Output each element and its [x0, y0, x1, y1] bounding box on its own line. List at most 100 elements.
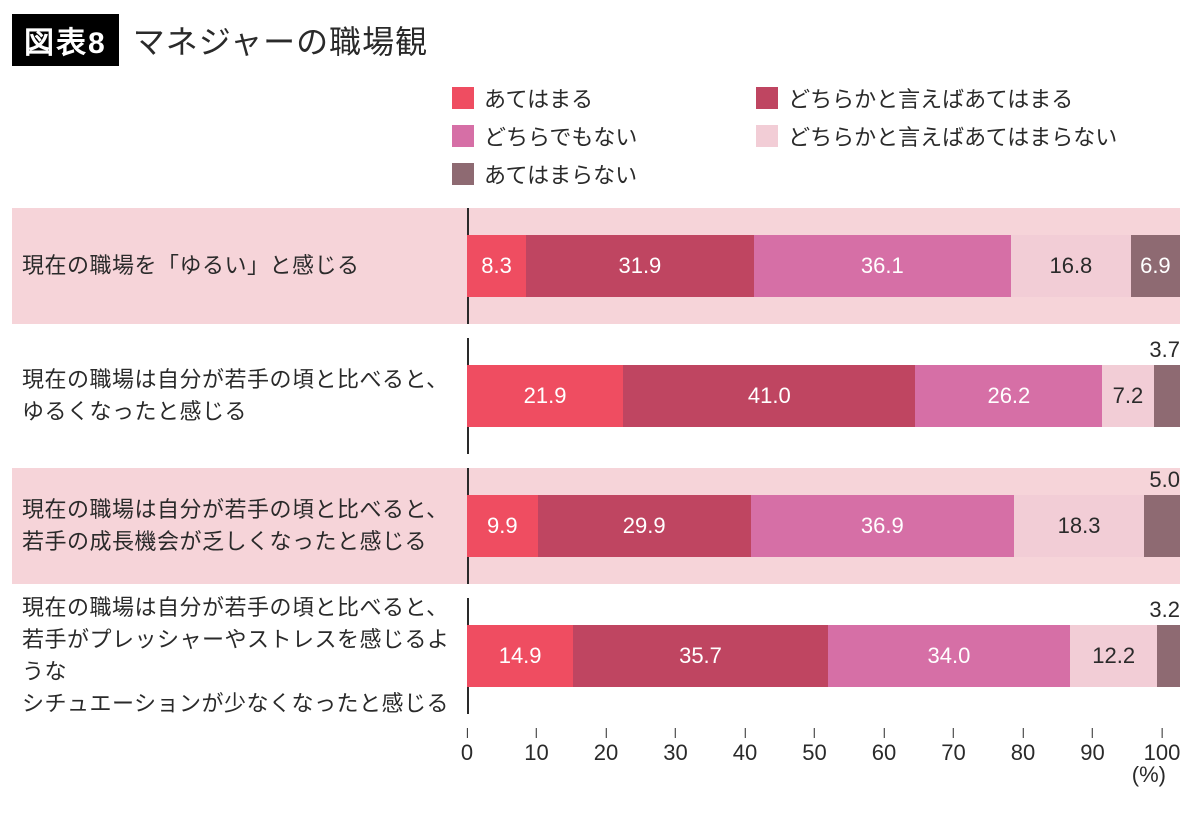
legend-label: あてはまらない [484, 158, 637, 190]
tick-mark [814, 728, 815, 738]
axis-tick: 0 [461, 728, 473, 766]
row-label: 現在の職場は自分が若手の頃と比べると、若手がプレッシャーやストレスを感じるような… [12, 598, 467, 714]
tick-label: 40 [733, 740, 757, 766]
chart-row: 現在の職場は自分が若手の頃と比べると、若手がプレッシャーやストレスを感じるような… [12, 598, 1180, 714]
bar-segment-s2: 29.9 [538, 495, 751, 557]
axis-tick: 80 [1011, 728, 1035, 766]
tick-label: 10 [524, 740, 548, 766]
tick-label: 100 [1144, 740, 1181, 766]
tick-label: 50 [802, 740, 826, 766]
tick-label: 80 [1011, 740, 1035, 766]
legend-label: どちらかと言えばあてはまらない [788, 120, 1117, 152]
bar-segment-s4: 12.2 [1070, 625, 1157, 687]
bar-segment-s5 [1157, 625, 1180, 687]
chart-row: 現在の職場は自分が若手の頃と比べると、ゆるくなったと感じる21.941.026.… [12, 338, 1180, 454]
axis-tick: 40 [733, 728, 757, 766]
legend: あてはまる どちらかと言えばあてはまるどちらでもない どちらかと言えばあてはまらない… [452, 82, 1180, 190]
bar-segment-s3: 36.1 [754, 235, 1011, 297]
row-label: 現在の職場を「ゆるい」と感じる [12, 208, 467, 324]
axis-tick: 10 [524, 728, 548, 766]
title-line: 図表8 マネジャーの職場観 [12, 14, 1180, 66]
segment-value: 34.0 [928, 643, 971, 669]
legend-item: どちらかと言えばあてはまらない [756, 120, 1180, 152]
bar-area: 9.9 29.9 36.9 18.3 5.0 [467, 468, 1180, 584]
axis-tick: 20 [594, 728, 618, 766]
segment-value: 14.9 [499, 643, 542, 669]
segment-value: 8.3 [481, 253, 512, 279]
tick-mark [467, 728, 468, 738]
segment-value-outside: 3.7 [1149, 337, 1180, 363]
segment-value: 41.0 [748, 383, 791, 409]
legend-swatch [452, 163, 474, 185]
segment-value: 29.9 [623, 513, 666, 539]
bar-segment-s5 [1144, 495, 1180, 557]
tick-mark [1022, 728, 1023, 738]
axis-tick: 30 [663, 728, 687, 766]
tick-mark [883, 728, 884, 738]
chart-row: 現在の職場は自分が若手の頃と比べると、若手の成長機会が乏しくなったと感じる9.9… [12, 468, 1180, 584]
legend-swatch [452, 125, 474, 147]
tick-label: 20 [594, 740, 618, 766]
tick-mark [1092, 728, 1093, 738]
segment-value: 12.2 [1092, 643, 1135, 669]
segment-value: 21.9 [524, 383, 567, 409]
tick-mark [744, 728, 745, 738]
tick-mark [953, 728, 954, 738]
legend-label: どちらでもない [484, 120, 637, 152]
chart-row: 現在の職場を「ゆるい」と感じる 8.3 31.9 36.1 16.8 6.9 [12, 208, 1180, 324]
row-label: 現在の職場は自分が若手の頃と比べると、若手の成長機会が乏しくなったと感じる [12, 468, 467, 584]
bar-segment-s4: 16.8 [1011, 235, 1131, 297]
bar-segment-s1: 9.9 [467, 495, 538, 557]
legend-item: あてはまらない [452, 158, 700, 190]
axis-tick: 90 [1080, 728, 1104, 766]
segment-value: 26.2 [987, 383, 1030, 409]
bar-segment-s4: 7.2 [1102, 365, 1153, 427]
segment-value-outside: 5.0 [1149, 467, 1180, 493]
legend-swatch [452, 87, 474, 109]
segment-value: 6.9 [1140, 253, 1171, 279]
legend-item: どちらかと言えばあてはまる [756, 82, 1180, 114]
axis-tick: 100 [1144, 728, 1181, 766]
tick-label: 0 [461, 740, 473, 766]
segment-value: 7.2 [1113, 383, 1144, 409]
bar-area: 14.935.734.012.23.2 [467, 598, 1180, 714]
legend-swatch [756, 87, 778, 109]
figure-title: マネジャーの職場観 [133, 17, 428, 63]
stacked-bar-chart: 現在の職場を「ゆるい」と感じる 8.3 31.9 36.1 16.8 6.9 現在の職場は自… [12, 208, 1180, 714]
bar-segment-s3: 36.9 [751, 495, 1014, 557]
segment-value: 35.7 [679, 643, 722, 669]
bar-segment-s3: 26.2 [915, 365, 1102, 427]
bar-area: 8.3 31.9 36.1 16.8 6.9 [467, 208, 1180, 324]
stacked-bar: 14.9 35.7 34.0 12.2 [467, 625, 1180, 687]
tick-mark [605, 728, 606, 738]
figure-number-badge: 図表8 [12, 14, 119, 66]
bar-segment-s5: 6.9 [1131, 235, 1180, 297]
bar-segment-s2: 35.7 [573, 625, 828, 687]
tick-mark [1162, 728, 1163, 738]
axis-tick: 50 [802, 728, 826, 766]
legend-label: あてはまる [484, 82, 593, 114]
segment-value: 36.1 [861, 253, 904, 279]
tick-label: 90 [1080, 740, 1104, 766]
stacked-bar: 8.3 31.9 36.1 16.8 6.9 [467, 235, 1180, 297]
legend-label: どちらかと言えばあてはまる [788, 82, 1073, 114]
bar-area: 21.9 41.0 26.2 7.23.7 [467, 338, 1180, 454]
legend-item: どちらでもない [452, 120, 700, 152]
segment-value: 31.9 [618, 253, 661, 279]
segment-value: 16.8 [1049, 253, 1092, 279]
tick-label: 70 [941, 740, 965, 766]
tick-label: 60 [872, 740, 896, 766]
axis-tick: 60 [872, 728, 896, 766]
segment-value: 9.9 [487, 513, 518, 539]
segment-value: 36.9 [861, 513, 904, 539]
bar-segment-s2: 41.0 [623, 365, 915, 427]
axis-tick: 70 [941, 728, 965, 766]
stacked-bar: 21.9 41.0 26.2 7.2 [467, 365, 1180, 427]
bar-segment-s1: 14.9 [467, 625, 573, 687]
bar-segment-s3: 34.0 [828, 625, 1070, 687]
tick-mark [536, 728, 537, 738]
figure-container: 図表8 マネジャーの職場観 あてはまる どちらかと言えばあてはまるどちらでもない ど… [0, 0, 1200, 832]
stacked-bar: 9.9 29.9 36.9 18.3 [467, 495, 1180, 557]
segment-value: 18.3 [1058, 513, 1101, 539]
bar-segment-s5 [1154, 365, 1180, 427]
